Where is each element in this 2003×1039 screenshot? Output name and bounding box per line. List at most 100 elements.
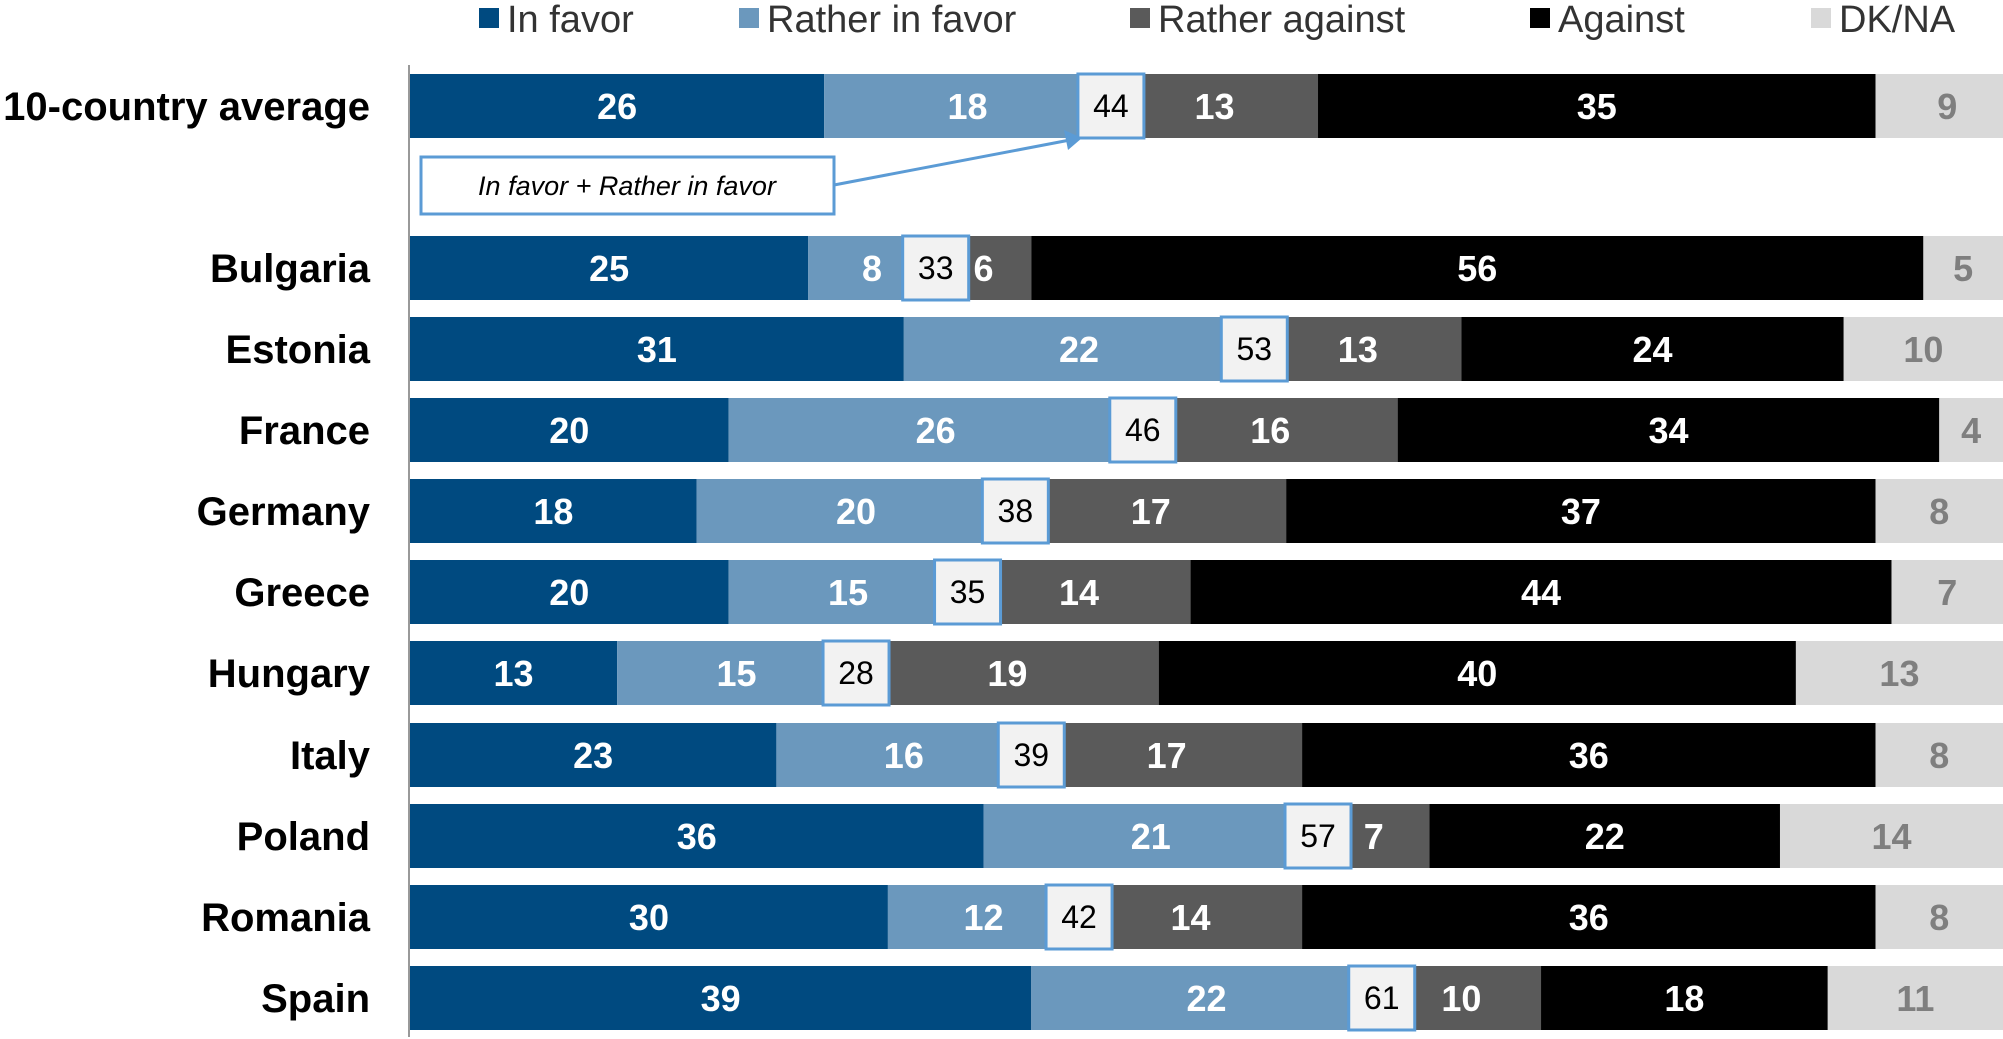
data-label-against: 36 <box>1569 735 1609 776</box>
category-labels: % 10-country average Bulgaria Estonia Franc… <box>0 85 371 1021</box>
bar-dk-na <box>1779 804 2003 868</box>
bar-rather-in-favor <box>776 723 1032 787</box>
category-label-greece: Greece <box>234 571 370 615</box>
bar-rather-against <box>967 560 1191 624</box>
bar-dk-na <box>1923 236 2003 300</box>
category-label-italy: Italy <box>290 734 371 778</box>
data-label-rather-in-favor: 21 <box>1131 816 1171 857</box>
bar-dk-na <box>1827 966 2003 1030</box>
category-label-estonia: Estonia <box>226 328 371 372</box>
data-label-against: 36 <box>1569 897 1609 938</box>
bar-against <box>1190 560 1892 624</box>
total-label: 61 <box>1364 980 1400 1016</box>
data-label-against: 56 <box>1457 248 1497 289</box>
total-box <box>1044 883 1114 951</box>
data-label-against: 44 <box>1521 572 1561 613</box>
data-label-in-favor: 20 <box>549 410 589 451</box>
bar-against <box>1461 317 1844 381</box>
data-label-against: 24 <box>1633 329 1673 370</box>
bar-rather-against <box>1110 74 1319 138</box>
bar-in-favor <box>410 560 729 624</box>
total-label: 39 <box>1013 737 1049 773</box>
data-label-rather-against: 17 <box>1147 735 1187 776</box>
bar-dk-na <box>1875 74 2003 138</box>
bar-rather-in-favor <box>1031 966 1382 1030</box>
data-label-dk-na: 8 <box>1929 491 1949 532</box>
total-box <box>1076 72 1146 140</box>
data-label-rather-against: 10 <box>1441 978 1481 1019</box>
data-label-rather-in-favor: 16 <box>884 735 924 776</box>
data-label-rather-in-favor: 22 <box>1186 978 1226 1019</box>
total-box <box>933 558 1003 626</box>
bar-rather-in-favor <box>696 479 1016 543</box>
total-label: 35 <box>950 574 986 610</box>
data-label-against: 18 <box>1664 978 1704 1019</box>
category-label-france: France <box>239 409 370 453</box>
data-label-rather-against: 17 <box>1131 491 1171 532</box>
bar-in-favor <box>410 723 777 787</box>
bar-rather-in-favor <box>903 317 1255 381</box>
category-label-hungary: Hungary <box>208 652 371 696</box>
bar-dk-na <box>1843 317 2003 381</box>
category-label-spain: Spain <box>261 977 370 1021</box>
data-label-rather-in-favor: 18 <box>948 86 988 127</box>
data-label-rather-against: 13 <box>1338 329 1378 370</box>
data-label-rather-in-favor: 20 <box>836 491 876 532</box>
data-label-dk-na: 5 <box>1953 248 1973 289</box>
data-label-dk-na: 14 <box>1871 816 1911 857</box>
legend-label-dk-na: DK/NA <box>1839 0 1956 41</box>
total-label: 38 <box>998 493 1034 529</box>
bar-in-favor <box>410 885 888 949</box>
data-label-rather-against: 6 <box>973 248 993 289</box>
legend-label-against: Against <box>1558 0 1685 41</box>
total-label: 53 <box>1236 331 1272 367</box>
data-label-in-favor: 36 <box>677 816 717 857</box>
data-label-dk-na: 8 <box>1929 897 1949 938</box>
annotation: In favor + Rather in favor <box>419 130 1082 216</box>
bar-rather-against <box>1079 885 1303 949</box>
bar-against <box>1286 479 1876 543</box>
data-label-dk-na: 10 <box>1903 329 1943 370</box>
data-label-against: 37 <box>1561 491 1601 532</box>
data-label-rather-in-favor: 26 <box>916 410 956 451</box>
data-label-dk-na: 8 <box>1929 735 1949 776</box>
legend-swatch-dk-na <box>1811 8 1831 28</box>
bar-dk-na <box>1875 885 2003 949</box>
category-label-germany: Germany <box>197 490 371 534</box>
annotation-arrow <box>833 138 1071 187</box>
total-label: 42 <box>1061 899 1097 935</box>
total-box <box>1283 802 1353 870</box>
total-label: 33 <box>918 250 954 286</box>
bar-in-favor <box>410 236 809 300</box>
data-label-dk-na: 4 <box>1961 410 1981 451</box>
data-label-against: 35 <box>1577 86 1617 127</box>
legend: In favor Rather in favor Rather against Aga… <box>479 0 1956 41</box>
data-label-in-favor: 18 <box>533 491 573 532</box>
data-label-in-favor: 13 <box>494 653 534 694</box>
bar-dk-na <box>1891 560 2003 624</box>
bar-against <box>1397 398 1940 462</box>
bar-rather-in-favor <box>983 804 1319 868</box>
data-label-dk-na: 9 <box>1937 86 1957 127</box>
legend-swatch-against <box>1530 8 1550 28</box>
bar-dk-na <box>1875 479 2003 543</box>
totals: 44 33 53 46 38 35 28 39 57 42 61 <box>821 72 1417 1032</box>
bar-against <box>1302 885 1876 949</box>
total-label: 44 <box>1093 88 1129 124</box>
bar-against <box>1541 966 1828 1030</box>
total-box <box>1347 964 1417 1032</box>
legend-label-in-favor: In favor <box>507 0 634 41</box>
total-label: 46 <box>1125 412 1161 448</box>
total-box <box>821 639 891 707</box>
category-label-poland: Poland <box>237 815 370 859</box>
legend-swatch-rather-against <box>1130 8 1150 28</box>
bar-rather-in-favor <box>824 74 1111 138</box>
bar-in-favor <box>410 479 697 543</box>
bars: 26 18 13 35 9 25 8 6 56 5 31 22 13 24 10 20 26 16 34 4 18 20 1… <box>410 74 2003 1030</box>
annotation-arrowhead <box>1064 130 1082 150</box>
data-label-rather-in-favor: 15 <box>717 653 757 694</box>
data-label-in-favor: 25 <box>589 248 629 289</box>
bar-rather-against <box>1254 317 1462 381</box>
data-label-rather-against: 16 <box>1250 410 1290 451</box>
data-label-in-favor: 31 <box>637 329 677 370</box>
